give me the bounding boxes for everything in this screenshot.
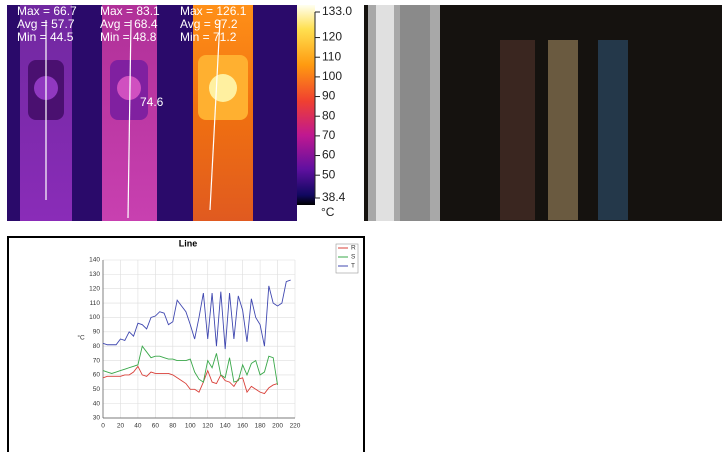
x-tick-label: 180	[255, 423, 266, 430]
x-tick-label: 140	[220, 423, 231, 430]
readout: Avg = 57.7	[17, 17, 75, 31]
x-tick-label: 20	[117, 423, 125, 430]
spot-temperature: 74.6	[140, 95, 164, 109]
chart-panel	[8, 237, 364, 452]
y-tick-label: 30	[93, 415, 101, 422]
y-tick-label: 140	[89, 257, 100, 264]
readout: Avg = 68.4	[100, 17, 158, 31]
x-tick-label: 40	[134, 423, 142, 430]
readout: Max = 126.1	[180, 4, 247, 18]
scale-label: 50	[322, 167, 336, 181]
legend-label: S	[351, 254, 356, 261]
y-tick-label: 120	[89, 285, 100, 292]
y-tick-label: 100	[89, 314, 100, 321]
legend-label: R	[351, 245, 356, 252]
readout: Min = 44.5	[17, 30, 74, 44]
y-tick-label: 50	[93, 386, 101, 393]
y-axis-label: °C	[77, 334, 85, 342]
scale-label: 100	[322, 69, 342, 83]
scale-label: 110	[322, 49, 341, 63]
y-tick-label: 110	[90, 300, 101, 307]
readout: Min = 48.8	[100, 30, 157, 44]
readout: Max = 66.7	[17, 4, 77, 18]
x-tick-label: 220	[290, 423, 301, 430]
scale-label: 80	[322, 108, 336, 122]
y-tick-label: 40	[93, 400, 101, 407]
y-tick-label: 70	[93, 357, 101, 364]
scale-label: 70	[322, 128, 336, 142]
scale-label: 120	[322, 30, 342, 44]
y-tick-label: 130	[89, 271, 100, 278]
scale-label: 60	[322, 148, 336, 162]
chart-title: Line	[179, 238, 198, 248]
scale-label: 133.0	[322, 4, 352, 18]
y-tick-label: 60	[93, 372, 101, 379]
y-tick-label: 80	[93, 343, 101, 350]
x-tick-label: 80	[169, 423, 177, 430]
y-tick-label: 90	[93, 329, 101, 336]
page: 74.6 °C Line °C Max = 66.7Avg = 57.7Min …	[0, 0, 722, 452]
x-tick-label: 100	[185, 423, 196, 430]
photo	[364, 5, 722, 221]
scale-label: 38.4	[322, 190, 346, 204]
readout: Avg = 97.2	[180, 17, 238, 31]
scale-unit: °C	[321, 205, 335, 219]
x-tick-label: 200	[272, 423, 283, 430]
x-tick-label: 120	[202, 423, 213, 430]
legend-label: T	[351, 263, 355, 270]
readout: Min = 71.2	[180, 30, 237, 44]
x-tick-label: 0	[101, 423, 105, 430]
x-tick-label: 160	[237, 423, 248, 430]
scale-label: 90	[322, 89, 336, 103]
readout: Max = 83.1	[100, 4, 160, 18]
x-tick-label: 60	[152, 423, 160, 430]
